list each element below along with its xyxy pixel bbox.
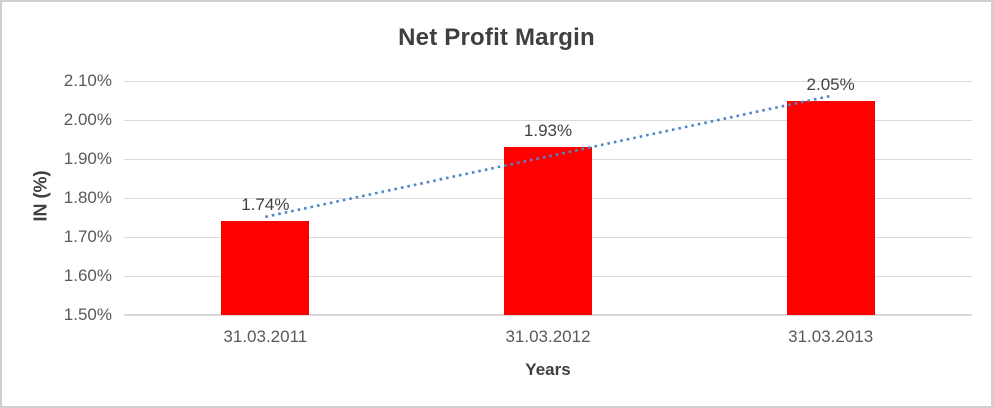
x-axis-title: Years: [525, 360, 571, 379]
chart-title: Net Profit Margin: [398, 24, 595, 51]
y-axis-tick-label: 1.50%: [63, 305, 112, 324]
bar-31.03.2012: [504, 147, 592, 315]
y-axis-tick-label: 1.80%: [63, 188, 112, 207]
bar-data-label: 1.74%: [241, 195, 290, 215]
bar-data-label: 1.93%: [523, 121, 573, 141]
bar-31.03.2011: [221, 221, 310, 315]
y-axis-tick-label: 1.60%: [63, 266, 112, 285]
y-axis-tick-label: 2.00%: [63, 110, 112, 129]
y-axis-tick-label: 1.90%: [63, 149, 112, 168]
x-axis-line: [124, 314, 972, 316]
y-axis-tick-label: 2.10%: [63, 71, 112, 90]
y-axis-tick-label: 1.70%: [63, 227, 112, 246]
x-axis-tick-label: 31.03.2013: [788, 327, 874, 346]
gridline: [124, 81, 972, 82]
bar-data-label: 2.05%: [806, 74, 855, 94]
x-axis-tick-label: 31.03.2012: [505, 327, 591, 346]
bar-31.03.2013: [786, 100, 875, 315]
x-axis-tick-label: 31.03.2011: [223, 327, 308, 346]
